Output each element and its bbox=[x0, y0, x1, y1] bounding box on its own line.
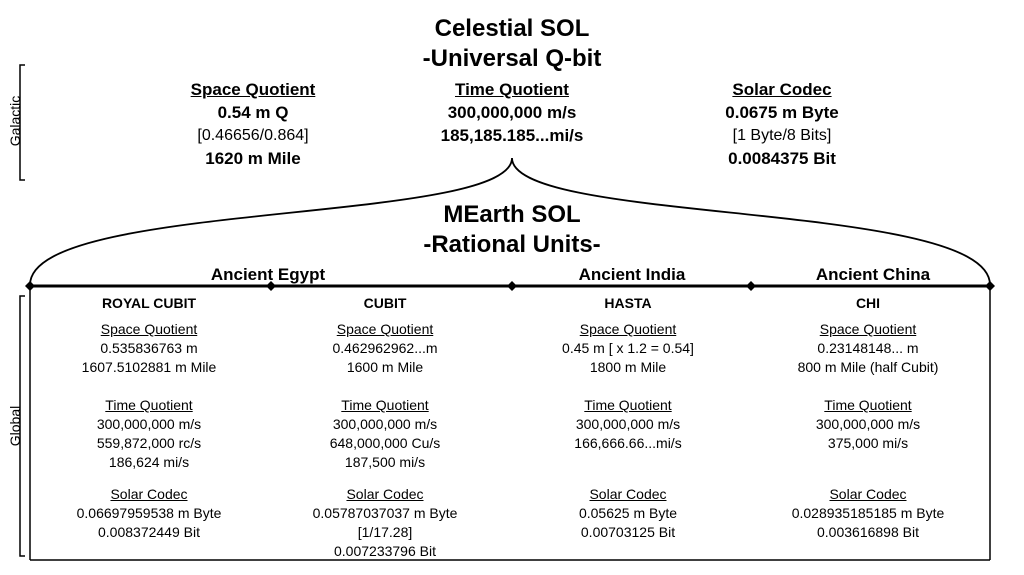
galactic-bracket bbox=[19, 64, 25, 181]
time-value: 559,872,000 rc/s bbox=[96, 435, 202, 451]
codec-value: 0.00703125 Bit bbox=[580, 524, 676, 540]
space-value: 0.535836763 m bbox=[100, 340, 198, 356]
unit-name: CHI bbox=[855, 295, 881, 311]
space-heading: Space Quotient bbox=[336, 321, 434, 337]
codec-value: 0.007233796 Bit bbox=[334, 543, 436, 559]
marker-1 bbox=[266, 281, 276, 291]
galactic-codec-heading: Solar Codec bbox=[732, 80, 832, 99]
galactic-space-line: 0.54 m Q bbox=[217, 103, 289, 122]
space-value: 1800 m Mile bbox=[589, 359, 667, 375]
galactic-time-heading: Time Quotient bbox=[455, 80, 569, 99]
region-label-india: Ancient India bbox=[578, 265, 686, 284]
space-heading: Space Quotient bbox=[819, 321, 917, 337]
galactic-time-line: 300,000,000 m/s bbox=[447, 103, 577, 122]
unit-column-cubit: CUBIT Space Quotient 0.462962962...m 160… bbox=[265, 294, 505, 561]
codec-heading: Solar Codec bbox=[589, 486, 667, 502]
region-label-egypt: Ancient Egypt bbox=[210, 265, 326, 284]
time-value: 375,000 mi/s bbox=[827, 435, 909, 451]
time-value: 300,000,000 m/s bbox=[332, 416, 438, 432]
galactic-codec-line: 0.0084375 Bit bbox=[728, 149, 836, 168]
space-heading: Space Quotient bbox=[579, 321, 677, 337]
space-value: 1600 m Mile bbox=[346, 359, 424, 375]
time-value: 300,000,000 m/s bbox=[575, 416, 681, 432]
codec-value: 0.05625 m Byte bbox=[578, 505, 678, 521]
galactic-space-quotient: Space Quotient 0.54 m Q [0.46656/0.864] … bbox=[138, 79, 368, 170]
global-side-label: Global bbox=[7, 405, 23, 447]
space-value: 0.462962962...m bbox=[332, 340, 438, 356]
time-value: 648,000,000 Cu/s bbox=[329, 435, 441, 451]
time-value: 187,500 mi/s bbox=[344, 454, 426, 470]
time-value: 186,624 mi/s bbox=[108, 454, 190, 470]
galactic-codec-line: 0.0675 m Byte bbox=[725, 103, 839, 122]
space-value: 0.23148148... m bbox=[817, 340, 919, 356]
curly-brace bbox=[29, 157, 991, 286]
unit-column-chi: CHI Space Quotient 0.23148148... m 800 m… bbox=[748, 294, 988, 542]
global-bracket bbox=[19, 295, 25, 557]
unit-column-hasta: HASTA Space Quotient 0.45 m [ x 1.2 = 0.… bbox=[508, 294, 748, 542]
codec-heading: Solar Codec bbox=[829, 486, 907, 502]
galactic-time-quotient: Time Quotient 300,000,000 m/s 185,185.18… bbox=[397, 79, 627, 147]
marker-2 bbox=[507, 281, 517, 291]
mearth-title: MEarth SOL -Rational Units- bbox=[362, 200, 662, 260]
marker-3 bbox=[746, 281, 756, 291]
galactic-solar-codec: Solar Codec 0.0675 m Byte [1 Byte/8 Bits… bbox=[667, 79, 897, 170]
unit-name: CUBIT bbox=[363, 295, 407, 311]
codec-value: 0.003616898 Bit bbox=[817, 524, 919, 540]
unit-name: ROYAL CUBIT bbox=[101, 295, 197, 311]
mearth-title-line1: MEarth SOL bbox=[443, 201, 581, 228]
time-value: 300,000,000 m/s bbox=[815, 416, 921, 432]
codec-value: 0.008372449 Bit bbox=[98, 524, 200, 540]
galactic-side-label: Galactic bbox=[7, 95, 23, 147]
unit-column-royal-cubit: ROYAL CUBIT Space Quotient 0.535836763 m… bbox=[29, 294, 269, 542]
time-heading: Time Quotient bbox=[824, 397, 912, 413]
mearth-title-line2: -Rational Units- bbox=[423, 231, 601, 258]
space-value: 0.45 m [ x 1.2 = 0.54] bbox=[562, 340, 694, 356]
codec-value: 0.05787037037 m Byte bbox=[312, 505, 458, 521]
space-value: 1607.5102881 m Mile bbox=[81, 359, 217, 375]
celestial-title-line1: Celestial SOL bbox=[434, 15, 590, 42]
celestial-title-line2: -Universal Q-bit bbox=[422, 45, 602, 72]
time-heading: Time Quotient bbox=[584, 397, 672, 413]
galactic-space-line: [0.46656/0.864] bbox=[197, 127, 309, 144]
space-heading: Space Quotient bbox=[100, 321, 198, 337]
galactic-time-line: 185,185.185...mi/s bbox=[440, 126, 584, 145]
codec-heading: Solar Codec bbox=[110, 486, 188, 502]
codec-heading: Solar Codec bbox=[346, 486, 424, 502]
galactic-space-heading: Space Quotient bbox=[190, 80, 316, 99]
time-heading: Time Quotient bbox=[105, 397, 193, 413]
galactic-codec-line: [1 Byte/8 Bits] bbox=[732, 127, 832, 144]
codec-value: 0.028935185185 m Byte bbox=[791, 505, 945, 521]
codec-value: 0.06697959538 m Byte bbox=[76, 505, 222, 521]
galactic-space-line: 1620 m Mile bbox=[205, 149, 301, 168]
time-value: 166,666.66...mi/s bbox=[574, 435, 682, 451]
unit-name: HASTA bbox=[604, 295, 652, 311]
region-label-china: Ancient China bbox=[815, 265, 931, 284]
space-value: 800 m Mile (half Cubit) bbox=[797, 359, 939, 375]
celestial-title: Celestial SOL -Universal Q-bit bbox=[362, 14, 662, 74]
time-heading: Time Quotient bbox=[341, 397, 429, 413]
codec-value: [1/17.28] bbox=[357, 524, 413, 540]
time-value: 300,000,000 m/s bbox=[96, 416, 202, 432]
